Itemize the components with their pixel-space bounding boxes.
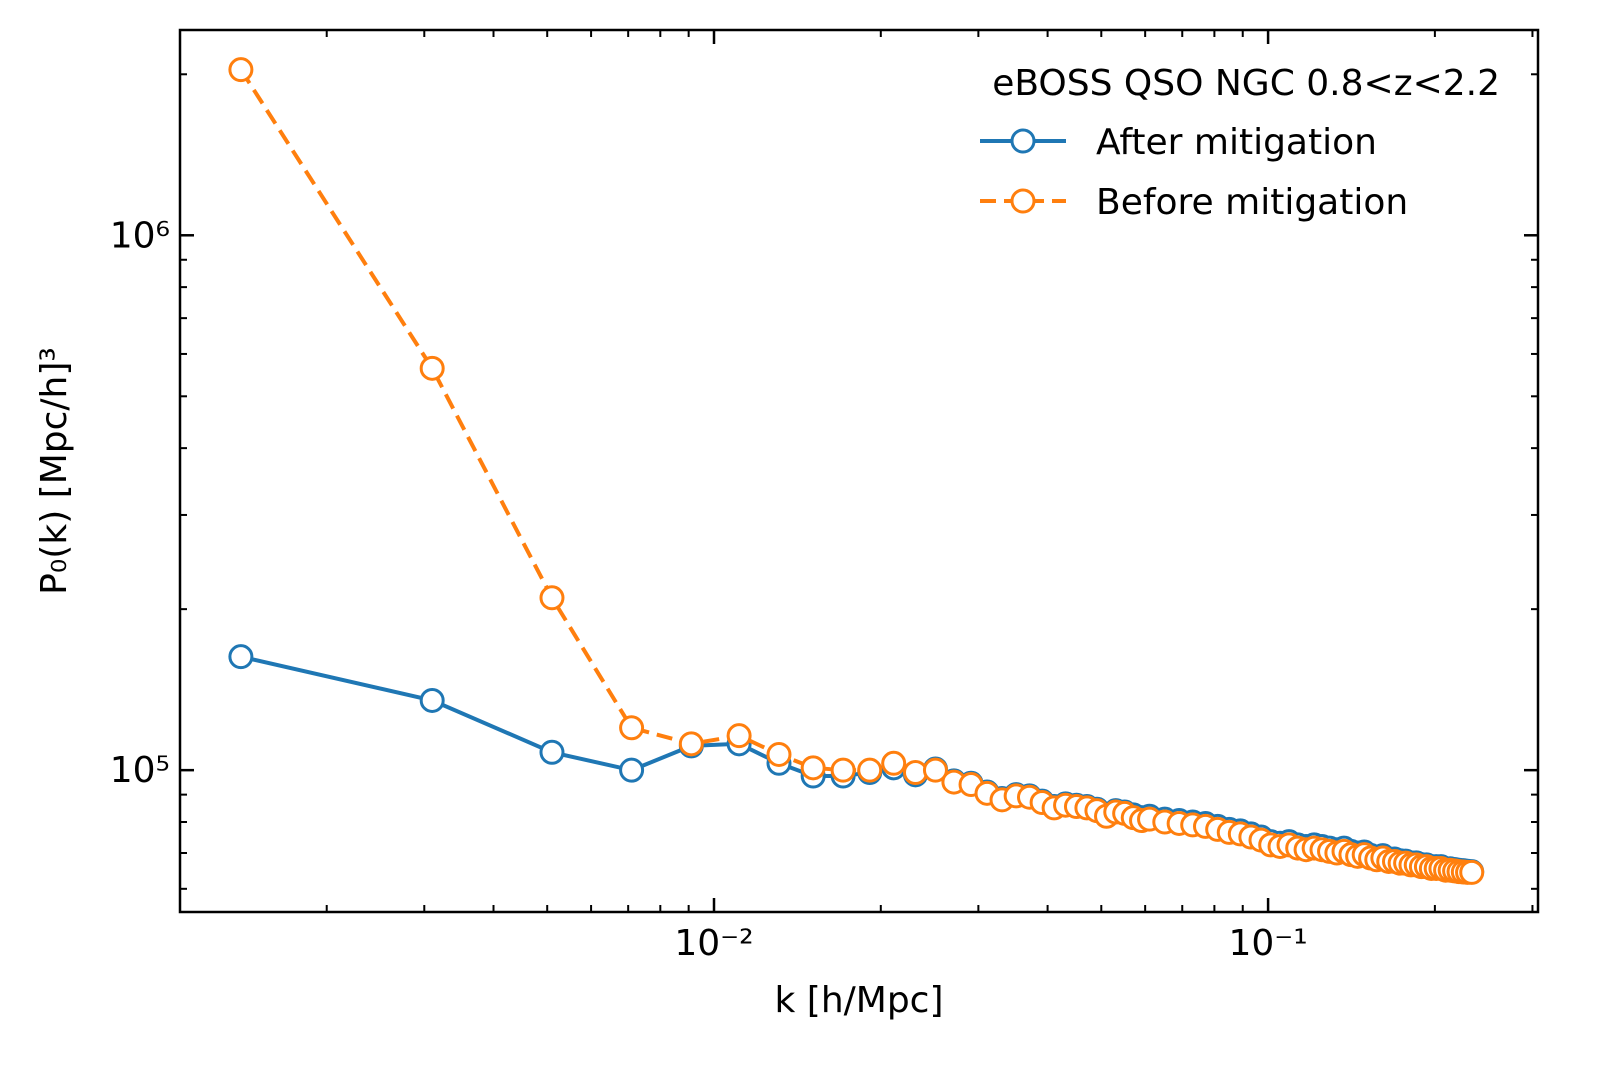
legend: eBOSS QSO NGC 0.8<z<2.2 After mitigation B… — [980, 63, 1500, 223]
y-tick-label: 10⁵ — [110, 750, 170, 791]
data-point — [419, 355, 445, 381]
data-point — [1459, 859, 1485, 885]
legend-marker — [1010, 188, 1036, 214]
data-point — [228, 644, 254, 670]
legend-title: eBOSS QSO NGC 0.8<z<2.2 — [992, 63, 1500, 104]
data-point — [539, 585, 565, 611]
data-point — [678, 731, 704, 757]
legend-label: After mitigation — [1096, 122, 1377, 163]
y-axis-label: P₀(k) [Mpc/h]³ — [34, 347, 75, 595]
data-point — [922, 757, 948, 783]
x-tick-label: 10⁻² — [674, 923, 753, 964]
x-axis-label: k [h/Mpc] — [774, 980, 943, 1021]
data-point — [800, 755, 826, 781]
data-point — [419, 687, 445, 713]
data-point — [228, 57, 254, 83]
y-tick-label: 10⁶ — [110, 215, 170, 256]
data-point — [857, 757, 883, 783]
legend-label: Before mitigation — [1096, 182, 1408, 223]
data-point — [539, 739, 565, 765]
data-point — [766, 741, 792, 767]
data-point — [881, 750, 907, 776]
legend-marker — [1010, 128, 1036, 154]
data-point — [619, 715, 645, 741]
data-point — [726, 723, 752, 749]
data-point — [902, 759, 928, 785]
x-tick-label: 10⁻¹ — [1228, 923, 1307, 964]
plot-frame — [178, 28, 1540, 914]
data-point — [619, 757, 645, 783]
data-point — [830, 757, 856, 783]
